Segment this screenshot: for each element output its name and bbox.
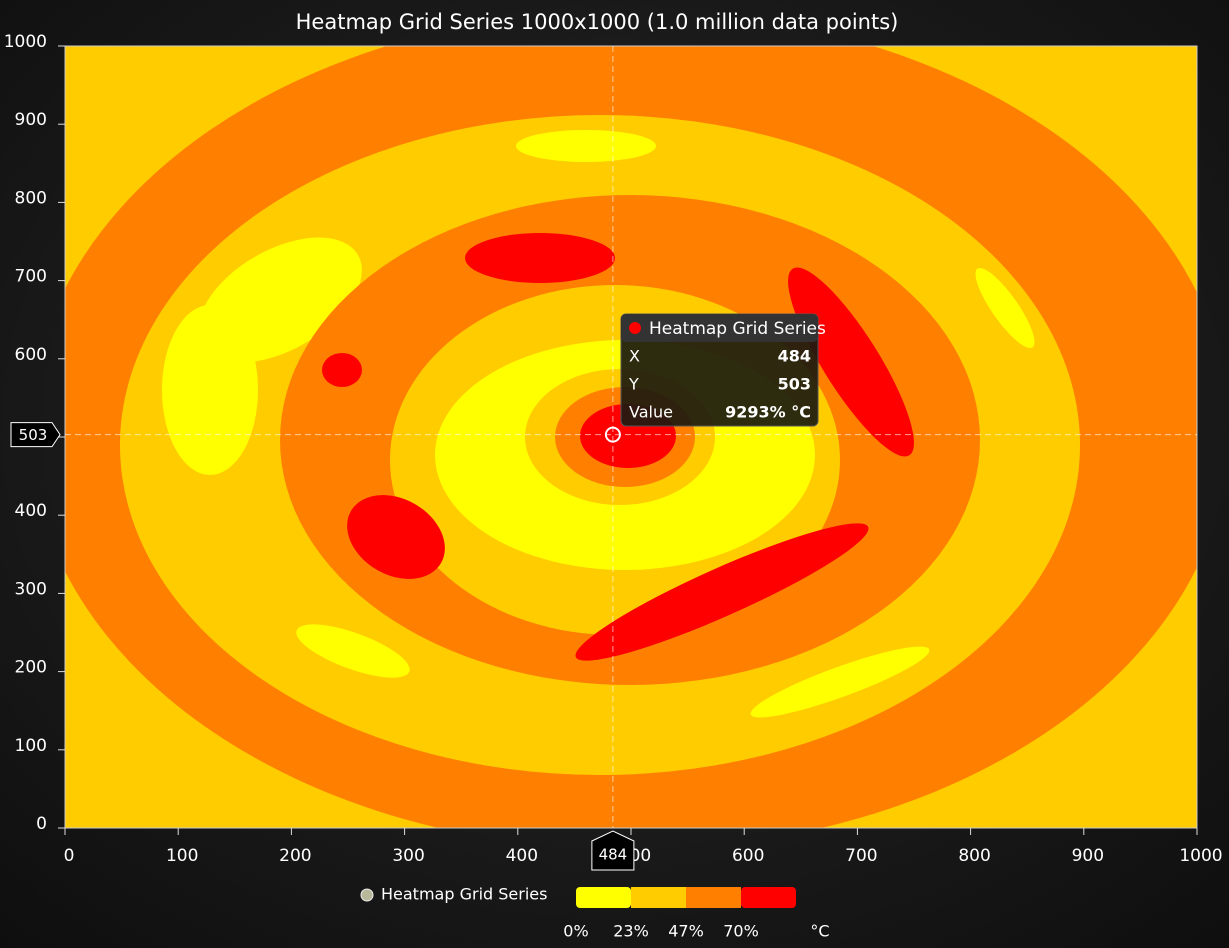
legend-marker	[360, 888, 374, 902]
y-tick-label: 800	[15, 188, 47, 208]
y-marker-label: 503	[19, 426, 48, 444]
y-tick-label: 100	[15, 736, 47, 756]
color-scale-segment	[631, 887, 686, 908]
y-tick-label: 200	[15, 658, 47, 678]
tooltip-value: 503	[778, 375, 811, 394]
x-tick-label: 800	[958, 846, 990, 866]
x-marker-box	[591, 830, 635, 871]
y-tick-label: 300	[15, 579, 47, 599]
crosshair-point	[604, 426, 621, 443]
chart-title: Heatmap Grid Series 1000x1000 (1.0 milli…	[296, 10, 899, 34]
y-tick-label: 0	[36, 814, 47, 834]
x-tick-label: 900	[1072, 846, 1104, 866]
x-tick-label: 600	[732, 846, 764, 866]
y-tick-label: 400	[15, 501, 47, 521]
x-marker-label: 484	[599, 846, 628, 864]
y-tick-label: 700	[15, 267, 47, 287]
y-tick-label: 600	[15, 345, 47, 365]
x-tick-label: 1000	[1179, 846, 1222, 866]
color-scale-unit: °C	[810, 922, 829, 941]
y-marker-box	[10, 422, 61, 448]
color-scale-label: 47%	[668, 922, 704, 941]
tooltip-title: Heatmap Grid Series	[649, 319, 826, 339]
tooltip-value: 9293% °C	[725, 403, 811, 422]
color-scale-label: 70%	[723, 922, 759, 941]
x-tick-label: 100	[166, 846, 198, 866]
color-scale-segment	[686, 887, 741, 908]
tooltip-label: Value	[629, 403, 673, 422]
color-scale-label: 0%	[563, 922, 588, 941]
tooltip-label: Y	[628, 375, 639, 394]
x-tick-label: 0	[64, 846, 75, 866]
tooltip: Heatmap Grid Series X 484 Y 503 Value 9293% °C	[620, 313, 826, 427]
tooltip-value: 484	[778, 347, 811, 366]
color-scale-label: 23%	[613, 922, 649, 941]
y-tick-label: 1000	[4, 32, 47, 52]
tooltip-label: X	[629, 347, 640, 366]
color-scale-segment	[741, 887, 796, 908]
x-tick-label: 400	[506, 846, 538, 866]
legend-label: Heatmap Grid Series	[381, 885, 547, 904]
x-tick-label: 700	[845, 846, 877, 866]
y-tick-label: 900	[15, 110, 47, 130]
x-tick-label: 200	[279, 846, 311, 866]
x-tick-label: 300	[392, 846, 424, 866]
tooltip-marker	[629, 322, 641, 334]
tooltip-header	[621, 314, 818, 342]
heatmap-image	[65, 46, 1197, 828]
color-scale-segment	[576, 887, 631, 908]
